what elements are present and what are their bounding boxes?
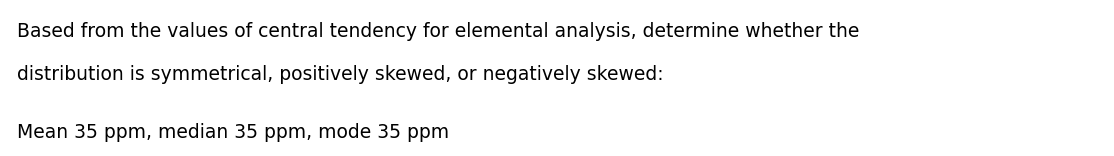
Text: Mean 35 ppm, median 35 ppm, mode 35 ppm: Mean 35 ppm, median 35 ppm, mode 35 ppm xyxy=(17,123,449,142)
Text: distribution is symmetrical, positively skewed, or negatively skewed:: distribution is symmetrical, positively … xyxy=(17,65,663,84)
Text: Based from the values of central tendency for elemental analysis, determine whet: Based from the values of central tendenc… xyxy=(17,22,859,41)
